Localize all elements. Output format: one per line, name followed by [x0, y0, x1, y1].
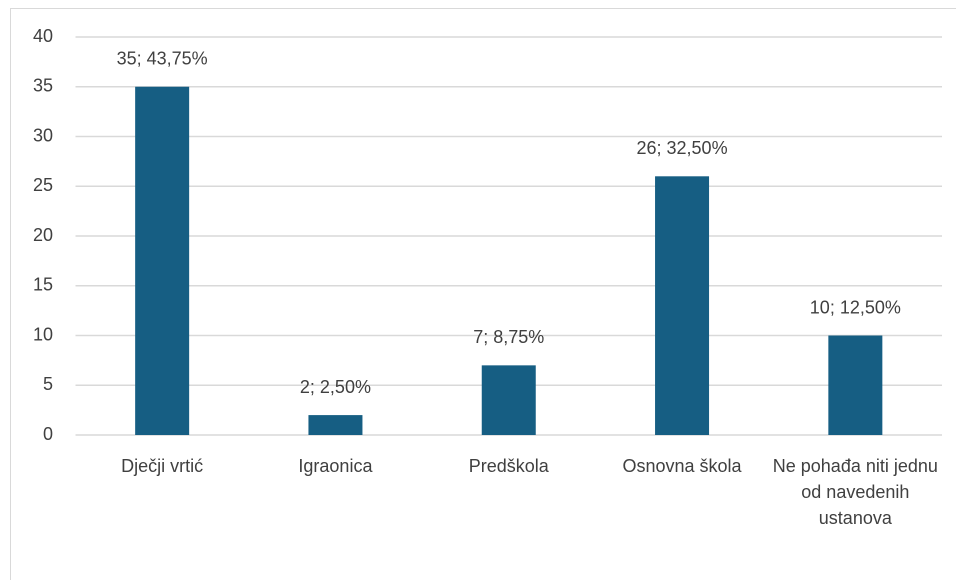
data-label: 10; 12,50% — [810, 297, 901, 317]
y-tick-label: 10 — [33, 324, 53, 344]
x-tick-label: Igraonica — [298, 456, 373, 476]
data-label: 35; 43,75% — [117, 49, 208, 69]
data-label: 2; 2,50% — [300, 377, 371, 397]
bar — [135, 86, 190, 435]
data-label: 26; 32,50% — [637, 138, 728, 158]
x-tick-label: Dječji vrtić — [121, 456, 204, 476]
y-tick-label: 40 — [33, 26, 53, 46]
y-tick-label: 35 — [33, 76, 53, 96]
bar — [481, 365, 536, 435]
y-tick-label: 20 — [33, 225, 53, 245]
y-tick-label: 0 — [43, 424, 53, 444]
y-tick-label: 5 — [43, 374, 53, 394]
bar — [655, 176, 710, 436]
y-tick-label: 30 — [33, 125, 53, 145]
x-tick-label: Osnovna škola — [622, 456, 742, 476]
y-tick-label: 15 — [33, 275, 53, 295]
data-label: 7; 8,75% — [473, 327, 544, 347]
chart-frame — [10, 8, 956, 580]
bar — [828, 335, 883, 435]
x-tick-label: Predškola — [468, 456, 549, 476]
bar — [308, 415, 363, 435]
y-tick-label: 25 — [33, 175, 53, 195]
x-tick-label: Ne pohađa niti jednu od navedenih ustano… — [772, 456, 938, 528]
